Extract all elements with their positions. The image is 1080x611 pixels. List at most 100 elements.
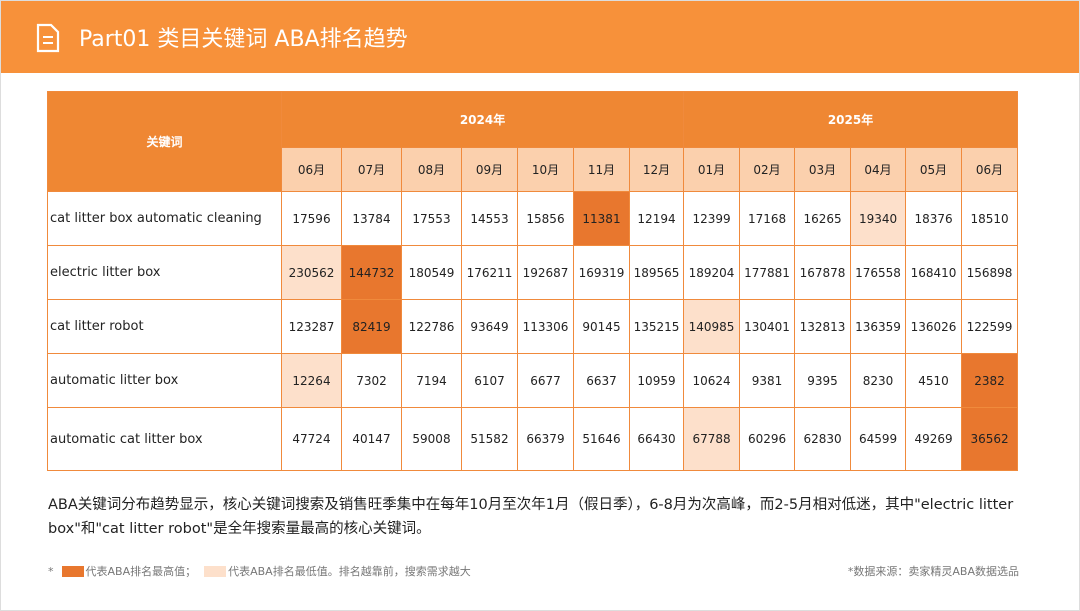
value-cell: 189565 (628, 245, 685, 300)
title: Part01 类目关键词 ABA排名趋势 (79, 27, 408, 52)
value-cell: 169319 (573, 245, 630, 300)
value-cell: 17168 (739, 191, 796, 246)
value-cell: 17596 (281, 191, 342, 246)
value-cell: 122786 (401, 299, 462, 354)
aba-table: 关键词 2024年 2025年 06月 07月 08月 09月 10月 11月 12月 01月 02月… (47, 91, 1019, 471)
year-row: 关键词 2024年 2025年 (47, 91, 1019, 192)
value-cell: 180549 (401, 245, 462, 300)
value-cell: 62830 (794, 407, 852, 471)
month-header: 05月 (905, 147, 963, 192)
value-cell: 177881 (739, 245, 796, 300)
value-cell: 64599 (850, 407, 907, 471)
value-cell: 16265 (794, 191, 852, 246)
value-cell: 156898 (961, 245, 1019, 300)
value-cell: 13784 (341, 191, 402, 246)
value-cell: 10959 (628, 353, 685, 408)
value-cell: 60296 (739, 407, 796, 471)
month-header: 02月 (739, 147, 796, 192)
month-header: 08月 (401, 147, 462, 192)
value-cell: 176211 (461, 245, 518, 300)
value-cell: 9381 (739, 353, 796, 408)
value-cell: 6637 (573, 353, 630, 408)
value-cell: 14553 (461, 191, 518, 246)
value-cell: 167878 (794, 245, 852, 300)
value-cell: 93649 (461, 299, 518, 354)
keyword-cell: automatic litter box (47, 353, 282, 408)
value-cell: 36562 (961, 407, 1019, 471)
month-header: 09月 (461, 147, 518, 192)
value-cell: 47724 (281, 407, 342, 471)
value-cell: 2382 (961, 353, 1019, 408)
value-cell: 66379 (517, 407, 574, 471)
data-row: automatic cat litter box 47724 40147 59008 5… (47, 407, 1019, 471)
source: *数据来源：卖家精灵ABA数据选品 (847, 565, 1019, 578)
value-cell: 130401 (739, 299, 796, 354)
month-header: 12月 (628, 147, 685, 192)
value-cell: 136359 (850, 299, 907, 354)
value-cell: 12194 (628, 191, 685, 246)
value-cell: 168410 (905, 245, 963, 300)
value-cell: 15856 (517, 191, 574, 246)
value-cell: 4510 (905, 353, 963, 408)
value-cell: 18510 (961, 191, 1019, 246)
month-header: 04月 (850, 147, 907, 192)
month-row: 06月 07月 08月 09月 10月 11月 12月 01月 02月 03月 04月 05月 06月 (48, 147, 1019, 192)
month-header: 07月 (341, 147, 402, 192)
high-swatch (61, 565, 84, 577)
value-cell: 12399 (683, 191, 741, 246)
value-cell: 11381 (573, 191, 630, 246)
value-cell: 51582 (461, 407, 518, 471)
data-row: electric litter box 230562 144732 180549 176… (47, 245, 1019, 300)
value-cell: 132813 (794, 299, 852, 354)
month-header: 03月 (794, 147, 852, 192)
value-cell: 144732 (341, 245, 402, 300)
value-cell: 135215 (628, 299, 685, 354)
year-header: 2025年 (683, 91, 1019, 148)
keyword-cell: electric litter box (47, 245, 282, 300)
value-cell: 176558 (850, 245, 907, 300)
keyword-cell: cat litter robot (47, 299, 282, 354)
low-legend: 代表ABA排名最低值。排名越靠前，搜索需求越大 (228, 565, 471, 578)
keyword-cell: cat litter box automatic cleaning (47, 191, 282, 246)
data-row: cat litter robot 123287 82419 122786 93649 11… (47, 299, 1019, 354)
value-cell: 18376 (905, 191, 963, 246)
value-cell: 192687 (517, 245, 574, 300)
summary: ABA关键词分布趋势显示，核心关键词搜索及销售旺季集中在每年10月至次年1月（假… (48, 497, 1014, 537)
value-cell: 10624 (683, 353, 741, 408)
month-header: 10月 (517, 147, 574, 192)
month-header: 01月 (683, 147, 741, 192)
value-cell: 6677 (517, 353, 574, 408)
value-cell: 6107 (461, 353, 518, 408)
value-cell: 123287 (281, 299, 342, 354)
value-cell: 12264 (281, 353, 342, 408)
data-row: automatic litter box 12264 7302 7194 6107 667… (47, 353, 1019, 408)
month-header: 11月 (573, 147, 630, 192)
value-cell: 189204 (683, 245, 741, 300)
value-cell: 7194 (401, 353, 462, 408)
header-bar: Part01 类目关键词 ABA排名趋势 (1, 1, 1079, 73)
value-cell: 49269 (905, 407, 963, 471)
value-cell: 67788 (683, 407, 741, 471)
year-header: 2024年 (280, 91, 685, 148)
value-cell: 122599 (961, 299, 1019, 354)
doc-icon (36, 23, 60, 53)
value-cell: 8230 (850, 353, 907, 408)
value-cell: 9395 (794, 353, 852, 408)
footnote: * 代表ABA排名最高值； 代表ABA排名最低值。排名越靠前，搜索需求越大 (48, 563, 471, 579)
value-cell: 82419 (341, 299, 402, 354)
month-header: 06月 (281, 147, 342, 192)
value-cell: 136026 (905, 299, 963, 354)
footnote-mark: * (48, 564, 54, 578)
data-row: cat litter box automatic cleaning 17596 13… (47, 191, 1019, 246)
value-cell: 90145 (573, 299, 630, 354)
keyword-cell: automatic cat litter box (47, 407, 282, 471)
value-cell: 66430 (628, 407, 685, 471)
keyword-header: 关键词 (47, 91, 282, 192)
value-cell: 17553 (401, 191, 462, 246)
value-cell: 113306 (517, 299, 574, 354)
value-cell: 59008 (401, 407, 462, 471)
value-cell: 51646 (573, 407, 630, 471)
value-cell: 7302 (341, 353, 402, 408)
value-cell: 230562 (281, 245, 342, 300)
